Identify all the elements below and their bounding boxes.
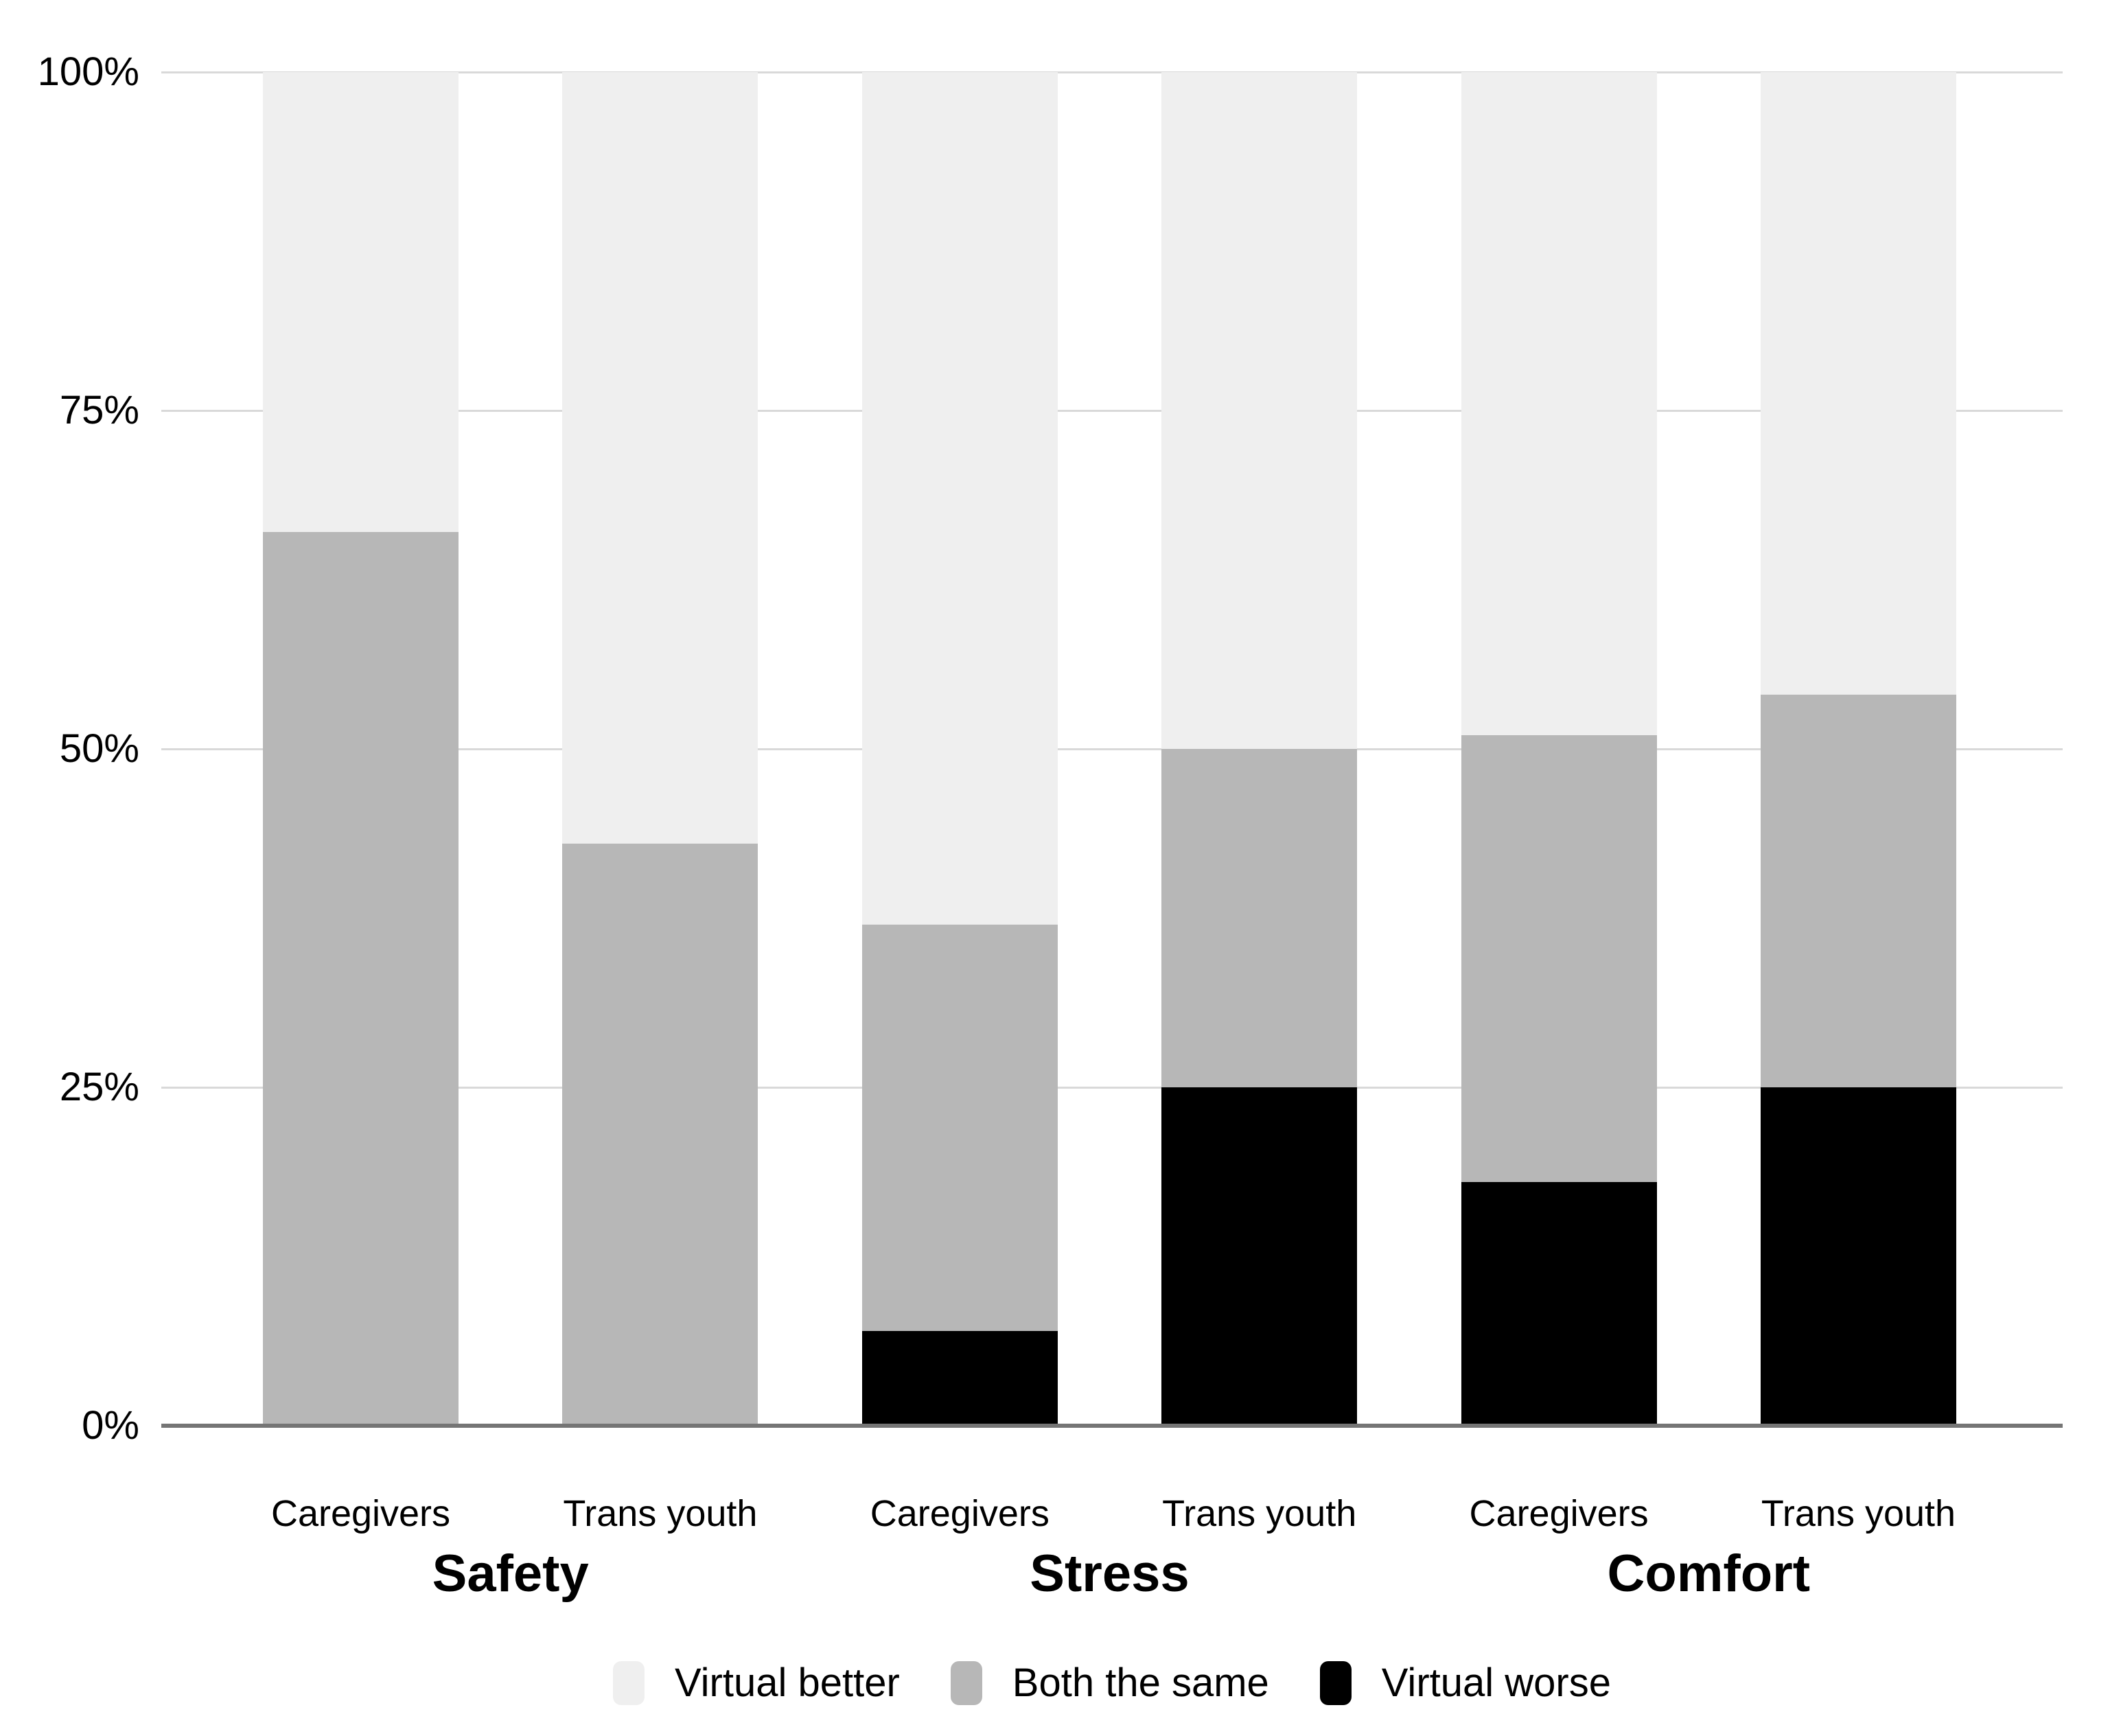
y-tick-label: 100% <box>37 49 139 94</box>
bar-segment-virtual-better <box>1761 72 1956 695</box>
legend-item-virtual-worse: Virtual worse <box>1319 1660 1611 1705</box>
bar-segment-virtual-better <box>1161 72 1358 749</box>
legend-item-virtual-better: Virtual better <box>613 1661 900 1705</box>
y-tick-label: 25% <box>59 1065 139 1109</box>
x-axis-line <box>161 1424 2063 1428</box>
bar-segment-virtual-worse <box>861 1330 1058 1426</box>
bar-segment-both-the-same <box>1761 695 1956 1087</box>
x-tick-label: Caregivers <box>270 1493 451 1534</box>
gridline-75% <box>161 409 2063 412</box>
y-tick-label: 0% <box>82 1403 139 1448</box>
x-tick-label: Caregivers <box>870 1493 1050 1534</box>
bar-segment-virtual-better <box>1461 72 1657 736</box>
gridline-100% <box>161 71 2063 73</box>
legend: Virtual better Both the same Virtual worse <box>161 1661 2063 1705</box>
legend-item-both-the-same: Both the same <box>950 1660 1269 1705</box>
bar-segment-virtual-worse <box>1161 1087 1358 1426</box>
bar-segment-both-the-same <box>861 925 1058 1331</box>
bar-segment-virtual-better <box>562 72 758 844</box>
y-tick-label: 50% <box>59 726 139 771</box>
group-label-safety: Safety <box>432 1544 589 1603</box>
bar-segment-virtual-worse <box>1761 1087 1956 1426</box>
bar-segment-virtual-worse <box>1461 1182 1657 1426</box>
bar-segment-both-the-same <box>1461 735 1657 1183</box>
bar-comfort-4 <box>1461 72 1657 1426</box>
bar-comfort-5 <box>1761 72 1956 1426</box>
bar-segment-both-the-same <box>1161 749 1358 1087</box>
x-tick-label: Trans youth <box>563 1493 758 1534</box>
legend-swatch-icon <box>950 1661 982 1705</box>
gridline-50% <box>161 748 2063 750</box>
bar-segment-virtual-better <box>861 72 1058 925</box>
group-label-stress: Stress <box>1030 1544 1190 1603</box>
legend-label: Both the same <box>1012 1660 1269 1705</box>
legend-swatch-icon <box>613 1661 645 1705</box>
legend-label: Virtual worse <box>1381 1660 1611 1705</box>
legend-label: Virtual better <box>675 1660 900 1705</box>
bar-stress-3 <box>1161 72 1358 1426</box>
x-tick-label: Trans youth <box>1761 1493 1956 1534</box>
bar-segment-both-the-same <box>562 844 758 1426</box>
group-label-comfort: Comfort <box>1607 1544 1811 1603</box>
bar-segment-both-the-same <box>263 532 459 1426</box>
x-tick-label: Caregivers <box>1469 1493 1649 1534</box>
gridline-25% <box>161 1086 2063 1089</box>
bar-safety-0 <box>263 72 459 1426</box>
bar-stress-2 <box>861 72 1058 1426</box>
bar-safety-1 <box>562 72 758 1426</box>
plot-area <box>161 71 2063 1428</box>
legend-swatch-icon <box>1319 1661 1352 1705</box>
x-tick-label: Trans youth <box>1162 1493 1357 1534</box>
y-tick-label: 75% <box>59 388 139 432</box>
bar-segment-virtual-better <box>263 72 459 533</box>
